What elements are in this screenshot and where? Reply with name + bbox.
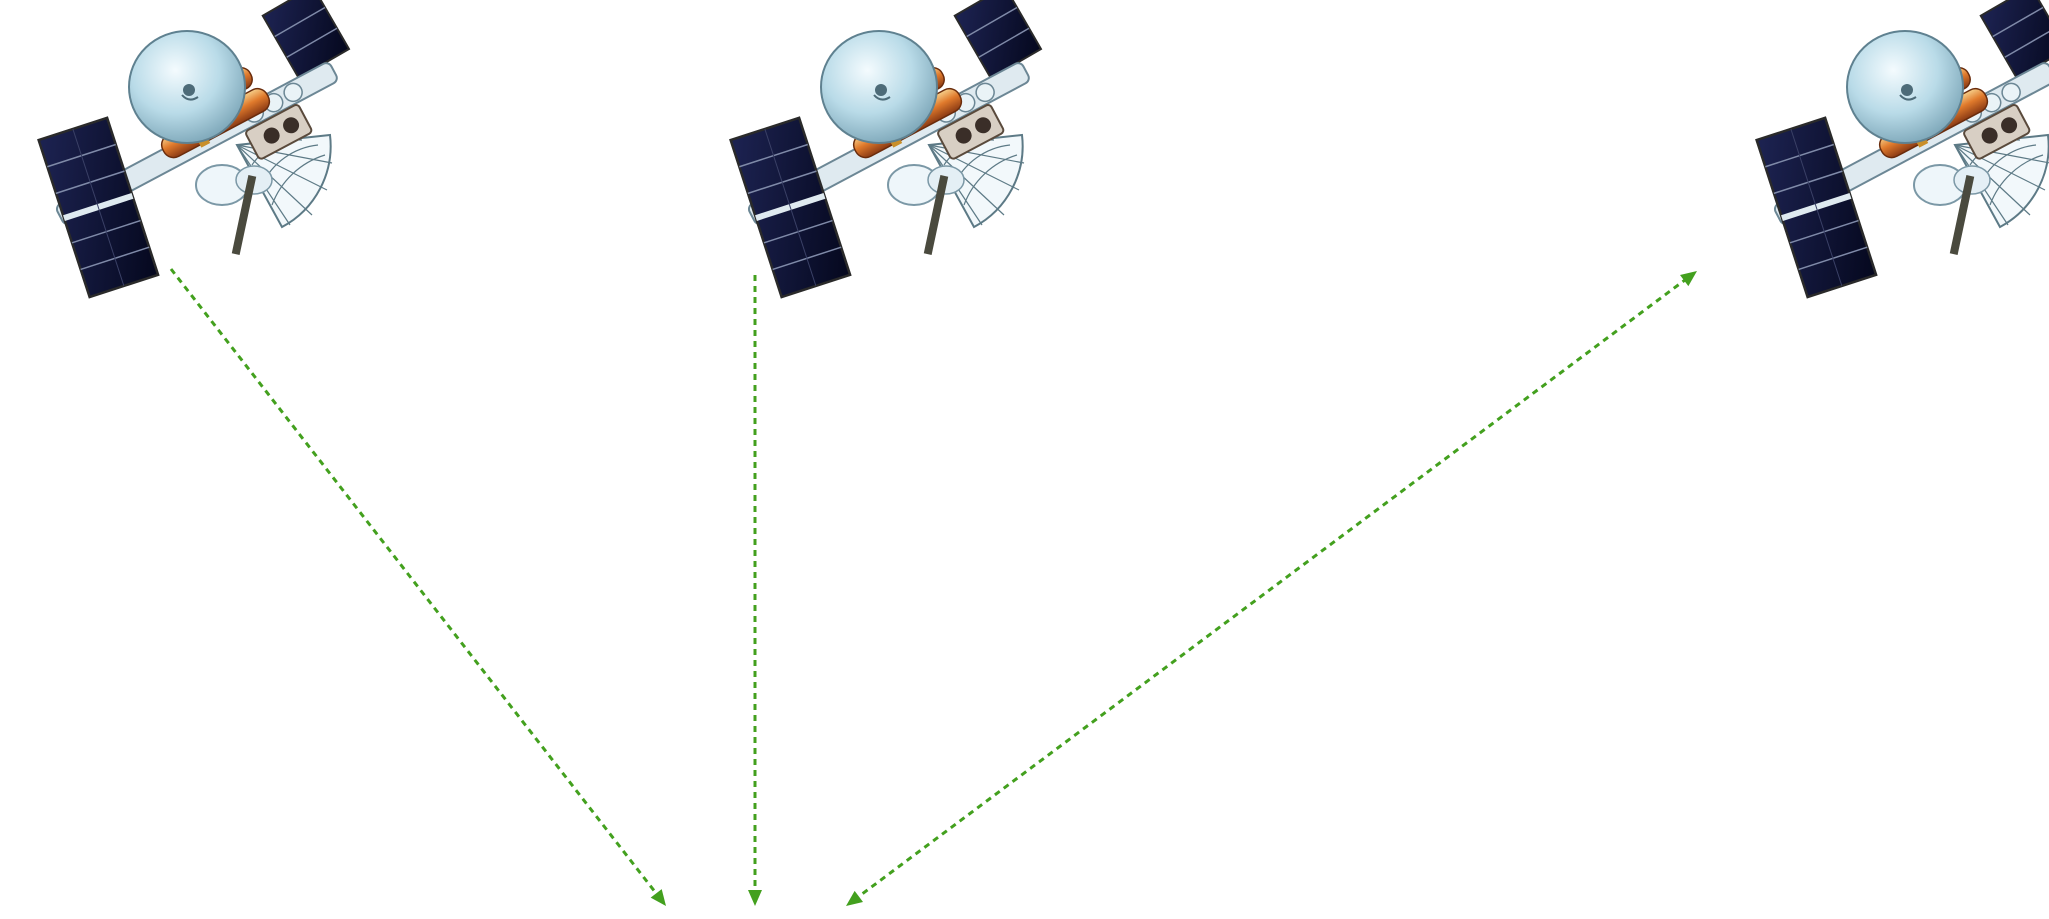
arrowhead-end: [748, 890, 762, 906]
link-center-satellite-to-ground: [748, 275, 762, 906]
link-line: [854, 276, 1689, 901]
link-line: [169, 268, 660, 898]
arrowhead-end: [846, 890, 864, 906]
communication-links: [169, 268, 1697, 906]
arrowhead-end: [650, 889, 666, 906]
link-right-satellite-ground: [846, 271, 1697, 906]
link-left-satellite-to-ground: [169, 268, 666, 906]
arrowhead-start: [1679, 271, 1697, 287]
